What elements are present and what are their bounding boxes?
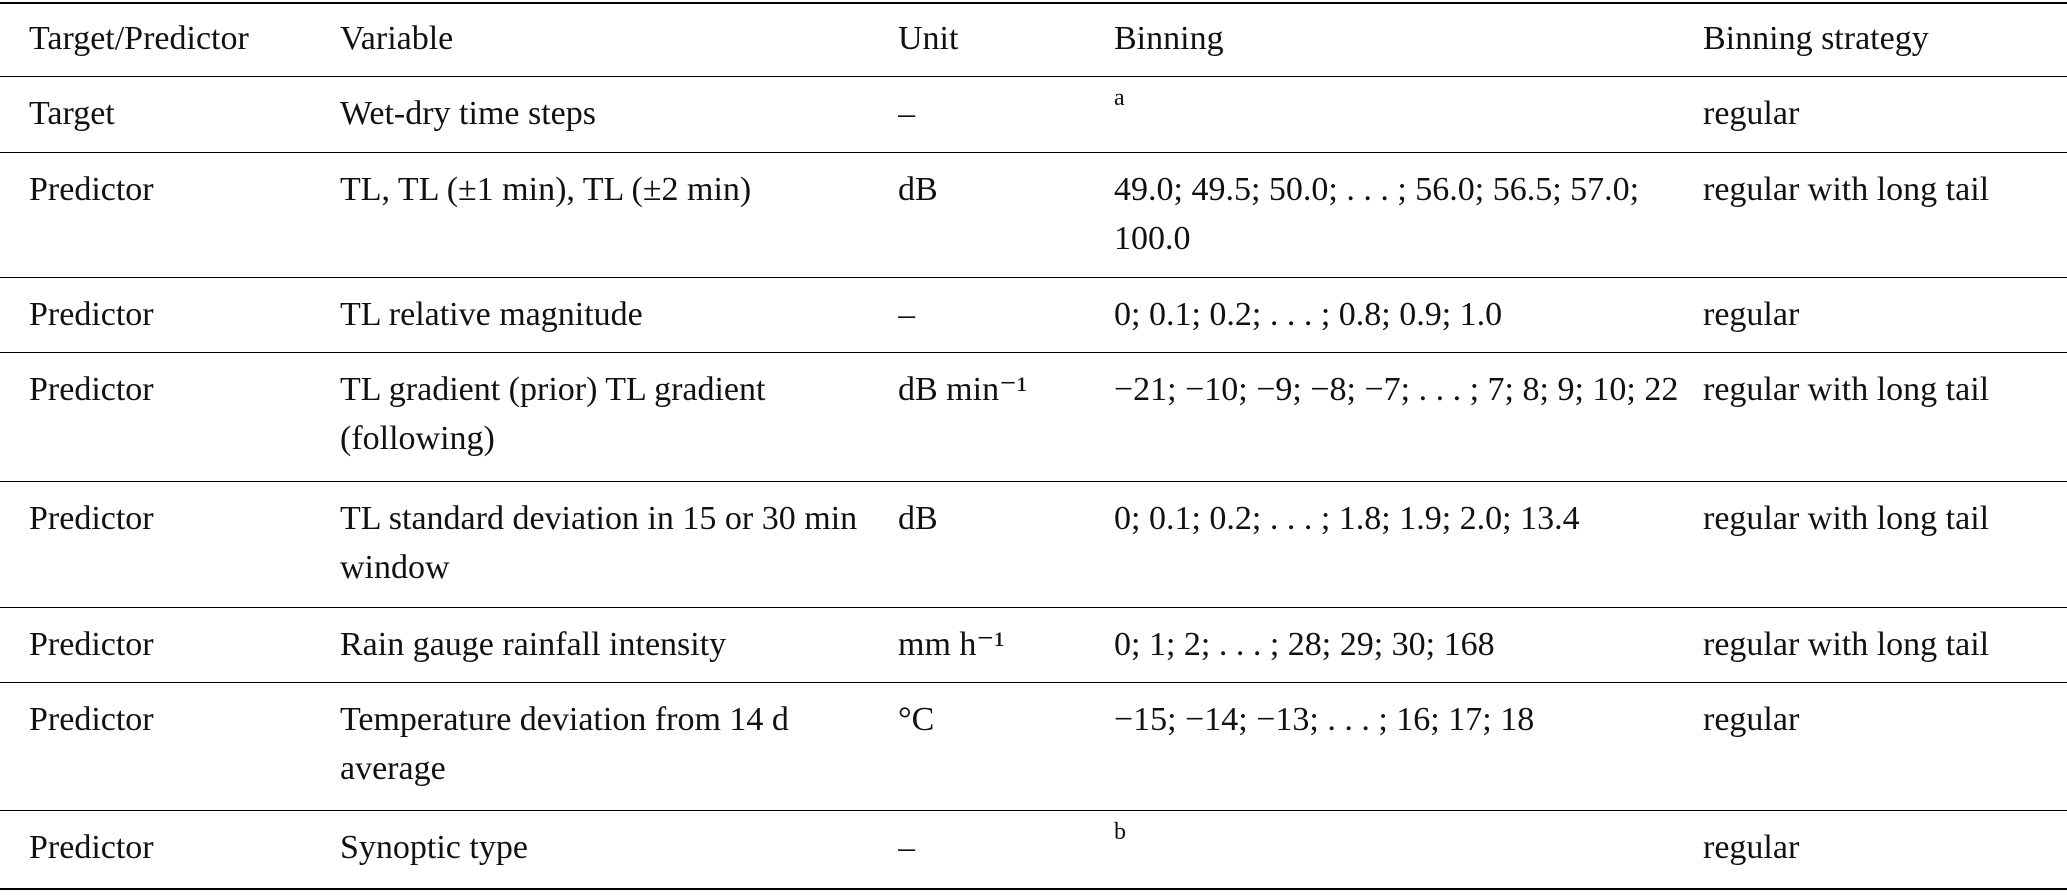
- header-cell: Variable: [340, 20, 454, 57]
- table-cell: Synoptic type: [340, 828, 528, 866]
- table-row: Predictor Synoptic type – b regular: [0, 810, 2067, 889]
- table-cell: dB: [898, 170, 938, 208]
- table-cell: dB: [898, 499, 938, 537]
- table-cell: −15; −14; −13; . . . ; 16; 17; 18: [1114, 700, 1535, 738]
- table-cell: 0; 1; 2; . . . ; 28; 29; 30; 168: [1114, 625, 1495, 663]
- table-cell: regular with long tail: [1703, 625, 1990, 663]
- header-cell: Binning strategy: [1703, 20, 1929, 57]
- table-cell: –: [898, 94, 915, 132]
- table-row: Predictor Rain gauge rainfall intensity mm…: [0, 607, 2067, 682]
- table-cell: regular: [1703, 94, 1800, 132]
- table-cell: TL, TL (±1 min), TL (±2 min): [340, 170, 752, 208]
- table-cell: Target: [29, 94, 115, 132]
- table-cell: 0; 0.1; 0.2; . . . ; 1.8; 1.9; 2.0; 13.4: [1114, 499, 1580, 537]
- table-cell: mm h⁻¹: [898, 625, 1005, 663]
- table-cell: TL standard deviation in 15 or 30 min wi…: [340, 499, 858, 586]
- table-cell: regular: [1703, 295, 1800, 333]
- table-cell: regular: [1703, 700, 1800, 738]
- table-cell: Rain gauge rainfall intensity: [340, 625, 727, 663]
- table-cell: TL gradient (prior) TL gradient (followi…: [340, 370, 766, 457]
- table-row: Predictor TL relative magnitude – 0; 0.1; 0…: [0, 277, 2067, 352]
- header-row: Target/Predictor Variable Unit Binning Binni…: [0, 3, 2067, 76]
- table-cell: Predictor: [29, 295, 154, 333]
- table-row: Predictor Temperature deviation from 14 d…: [0, 682, 2067, 810]
- table-row: Predictor TL, TL (±1 min), TL (±2 min) dB 4…: [0, 152, 2067, 277]
- table-cell: –: [898, 828, 915, 866]
- table-row: Predictor TL gradient (prior) TL gradient…: [0, 352, 2067, 481]
- header-cell: Unit: [898, 20, 959, 57]
- table-cell: TL relative magnitude: [340, 295, 643, 333]
- header-cell: Binning: [1114, 20, 1224, 57]
- header-cell: Target/Predictor: [29, 20, 249, 57]
- table-cell: Predictor: [29, 499, 154, 537]
- table-cell: Predictor: [29, 370, 154, 408]
- footnote-marker: a: [1114, 84, 1125, 111]
- table-cell: Wet-dry time steps: [340, 94, 596, 132]
- table-cell: −21; −10; −9; −8; −7; . . . ; 7; 8; 9; 1…: [1114, 370, 1679, 408]
- table-cell: Predictor: [29, 828, 154, 866]
- table-row: Target Wet-dry time steps – a regular: [0, 76, 2067, 152]
- table-cell: Temperature deviation from 14 d average: [340, 700, 789, 787]
- table-cell: 49.0; 49.5; 50.0; . . . ; 56.0; 56.5; 57…: [1114, 170, 1640, 257]
- table-header: Target/Predictor Variable Unit Binning Binni…: [0, 3, 2067, 76]
- table-cell: –: [898, 295, 915, 333]
- table-cell: Predictor: [29, 700, 154, 738]
- table-cell: Predictor: [29, 170, 154, 208]
- table-cell: 0; 0.1; 0.2; . . . ; 0.8; 0.9; 1.0: [1114, 295, 1503, 333]
- table-cell: b: [1114, 810, 1703, 889]
- table-cell: regular with long tail: [1703, 370, 1990, 408]
- footnote-marker: b: [1114, 818, 1126, 845]
- table-cell: °C: [898, 700, 935, 738]
- table-cell: regular: [1703, 828, 1800, 866]
- table-body: Target Wet-dry time steps – a regular Predict…: [0, 76, 2067, 889]
- table-cell: dB min⁻¹: [898, 370, 1028, 408]
- table-cell: a: [1114, 76, 1703, 152]
- table-cell: regular with long tail: [1703, 170, 1990, 208]
- table-cell: regular with long tail: [1703, 499, 1990, 537]
- table-row: Predictor TL standard deviation in 15 or …: [0, 481, 2067, 607]
- table-cell: Predictor: [29, 625, 154, 663]
